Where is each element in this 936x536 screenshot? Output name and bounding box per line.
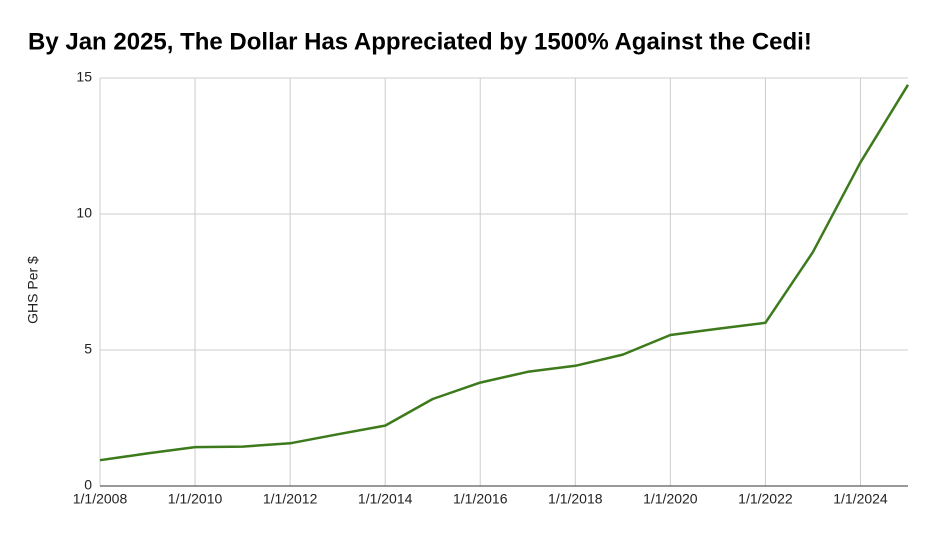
x-tick-label: 1/1/2008	[73, 491, 128, 507]
y-tick-label: 10	[76, 205, 92, 221]
x-tick-label: 1/1/2020	[643, 491, 698, 507]
x-tick-label: 1/1/2022	[738, 491, 793, 507]
x-tick-label: 1/1/2024	[833, 491, 888, 507]
x-tick-label: 1/1/2014	[358, 491, 413, 507]
y-axis-label: GHS Per $	[25, 256, 41, 324]
x-tick-label: 1/1/2018	[548, 491, 603, 507]
x-tick-label: 1/1/2012	[263, 491, 318, 507]
x-tick-label: 1/1/2016	[453, 491, 508, 507]
y-tick-label: 5	[84, 341, 92, 357]
data-line	[99, 84, 910, 462]
chart-title: By Jan 2025, The Dollar Has Appreciated …	[28, 28, 812, 55]
x-tick-label: 1/1/2010	[168, 491, 223, 507]
y-tick-label: 0	[84, 477, 92, 493]
y-tick-label: 15	[76, 69, 92, 85]
